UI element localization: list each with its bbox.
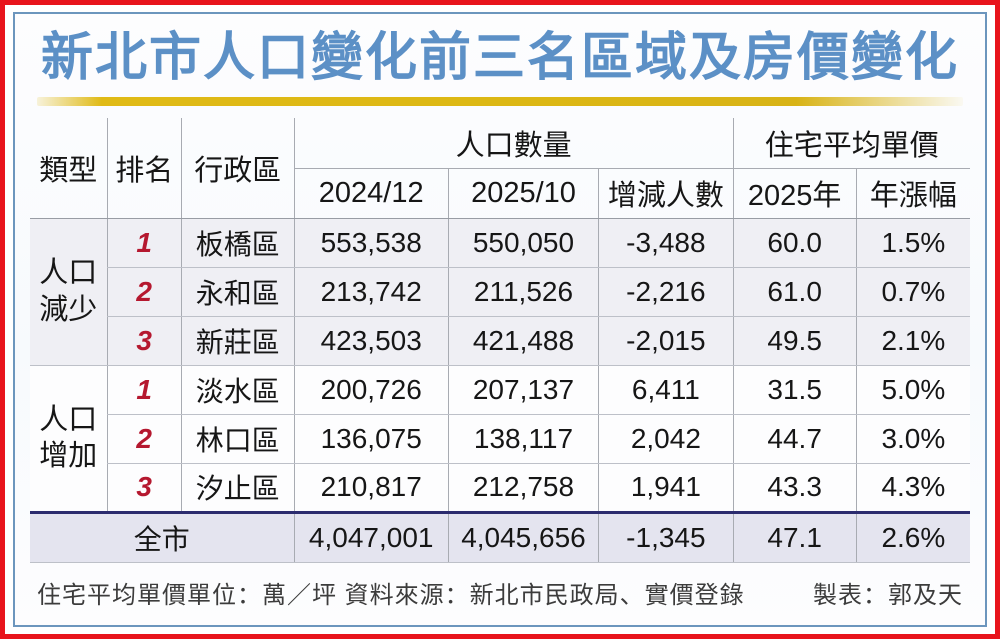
price-cell: 44.7: [732, 414, 857, 464]
district-cell: 板橋區: [180, 218, 295, 268]
change-cell: 2,042: [598, 414, 734, 464]
change-cell: 6,411: [598, 365, 734, 415]
total-price: 47.1: [732, 510, 857, 563]
header-row-groups: 類型 排名 行政區 人口數量 住宅平均單價: [30, 118, 970, 219]
col-header-rank: 排名: [106, 118, 182, 219]
yoy-cell: 4.3%: [855, 463, 970, 513]
district-cell: 新莊區: [180, 316, 295, 366]
group-label-increase: 人口 增加: [30, 365, 108, 513]
pop-2025-cell: 138,117: [447, 414, 599, 464]
pop-2024-cell: 136,075: [293, 414, 449, 464]
col-header-2025-10: 2025/10: [447, 168, 599, 219]
rank-cell: 1: [106, 365, 182, 415]
gold-divider: [37, 97, 963, 106]
col-header-type: 類型: [30, 118, 108, 219]
group-label-decrease: 人口 減少: [30, 218, 108, 366]
pop-2024-cell: 200,726: [293, 365, 449, 415]
pop-2024-cell: 553,538: [293, 218, 449, 268]
change-cell: 1,941: [598, 463, 734, 513]
price-cell: 43.3: [732, 463, 857, 513]
pop-2025-cell: 207,137: [447, 365, 599, 415]
price-cell: 49.5: [732, 316, 857, 366]
table-row: 3 汐止區 210,817 212,758 1,941 43.3 4.3%: [30, 463, 970, 513]
pop-2025-cell: 421,488: [447, 316, 599, 366]
change-cell: -3,488: [598, 218, 734, 268]
district-cell: 林口區: [180, 414, 295, 464]
rank-cell: 1: [106, 218, 182, 268]
pop-2024-cell: 210,817: [293, 463, 449, 513]
yoy-cell: 2.1%: [855, 316, 970, 366]
yoy-cell: 0.7%: [855, 267, 970, 317]
footnote-credit: 製表：郭及天: [813, 581, 963, 609]
total-pop-2025: 4,045,656: [447, 510, 599, 563]
district-cell: 永和區: [180, 267, 295, 317]
total-label: 全市: [30, 510, 295, 563]
table-row: 2 永和區 213,742 211,526 -2,216 61.0 0.7%: [30, 267, 970, 317]
price-cell: 31.5: [732, 365, 857, 415]
district-cell: 汐止區: [180, 463, 295, 513]
col-header-price-2025: 2025年: [732, 168, 857, 219]
table-row: 人口 減少 1 板橋區 553,538 550,050 -3,488 60.0 …: [30, 218, 970, 366]
price-cell: 60.0: [732, 218, 857, 268]
price-cell: 61.0: [732, 267, 857, 317]
col-header-change: 增減人數: [598, 168, 734, 219]
table-row: 人口 增加 1 淡水區 200,726 207,137 6,411 31.5 5…: [30, 365, 970, 513]
page-title: 新北市人口變化前三名區域及房價變化: [40, 29, 959, 87]
total-change: -1,345: [598, 510, 734, 563]
total-pop-2024: 4,047,001: [293, 510, 449, 563]
table-row: 2 林口區 136,075 138,117 2,042 44.7 3.0%: [30, 414, 970, 464]
yoy-cell: 3.0%: [855, 414, 970, 464]
content-frame: 新北市人口變化前三名區域及房價變化 類型 排名 行政區 人口數量 住宅平均單價 …: [13, 12, 987, 627]
district-cell: 淡水區: [180, 365, 295, 415]
pop-2024-cell: 213,742: [293, 267, 449, 317]
change-cell: -2,015: [598, 316, 734, 366]
pop-2025-cell: 211,526: [447, 267, 599, 317]
rank-cell: 3: [106, 463, 182, 513]
rank-cell: 2: [106, 267, 182, 317]
total-yoy: 2.6%: [855, 510, 970, 563]
change-cell: -2,216: [598, 267, 734, 317]
header-row-sub: 2024/12 2025/10 增減人數 2025年 年漲幅: [30, 168, 970, 219]
yoy-cell: 1.5%: [855, 218, 970, 268]
rank-cell: 3: [106, 316, 182, 366]
col-header-district: 行政區: [180, 118, 295, 219]
yoy-cell: 5.0%: [855, 365, 970, 415]
col-header-2024-12: 2024/12: [293, 168, 449, 219]
table-row-total: 全市 4,047,001 4,045,656 -1,345 47.1 2.6%: [30, 510, 970, 563]
rank-cell: 2: [106, 414, 182, 464]
pop-2024-cell: 423,503: [293, 316, 449, 366]
col-header-yoy: 年漲幅: [855, 168, 970, 219]
col-group-price: 住宅平均單價: [732, 118, 970, 169]
population-price-table: 類型 排名 行政區 人口數量 住宅平均單價 2024/12 2025/10 增減…: [30, 118, 970, 563]
col-group-population: 人口數量: [293, 118, 734, 169]
footnote: 住宅平均單價單位：萬／坪 資料來源：新北市民政局、實價登錄 製表：郭及天: [27, 563, 973, 610]
pop-2025-cell: 550,050: [447, 218, 599, 268]
pop-2025-cell: 212,758: [447, 463, 599, 513]
footnote-units-source: 住宅平均單價單位：萬／坪 資料來源：新北市民政局、實價登錄: [37, 581, 745, 609]
table-row: 3 新莊區 423,503 421,488 -2,015 49.5 2.1%: [30, 316, 970, 366]
